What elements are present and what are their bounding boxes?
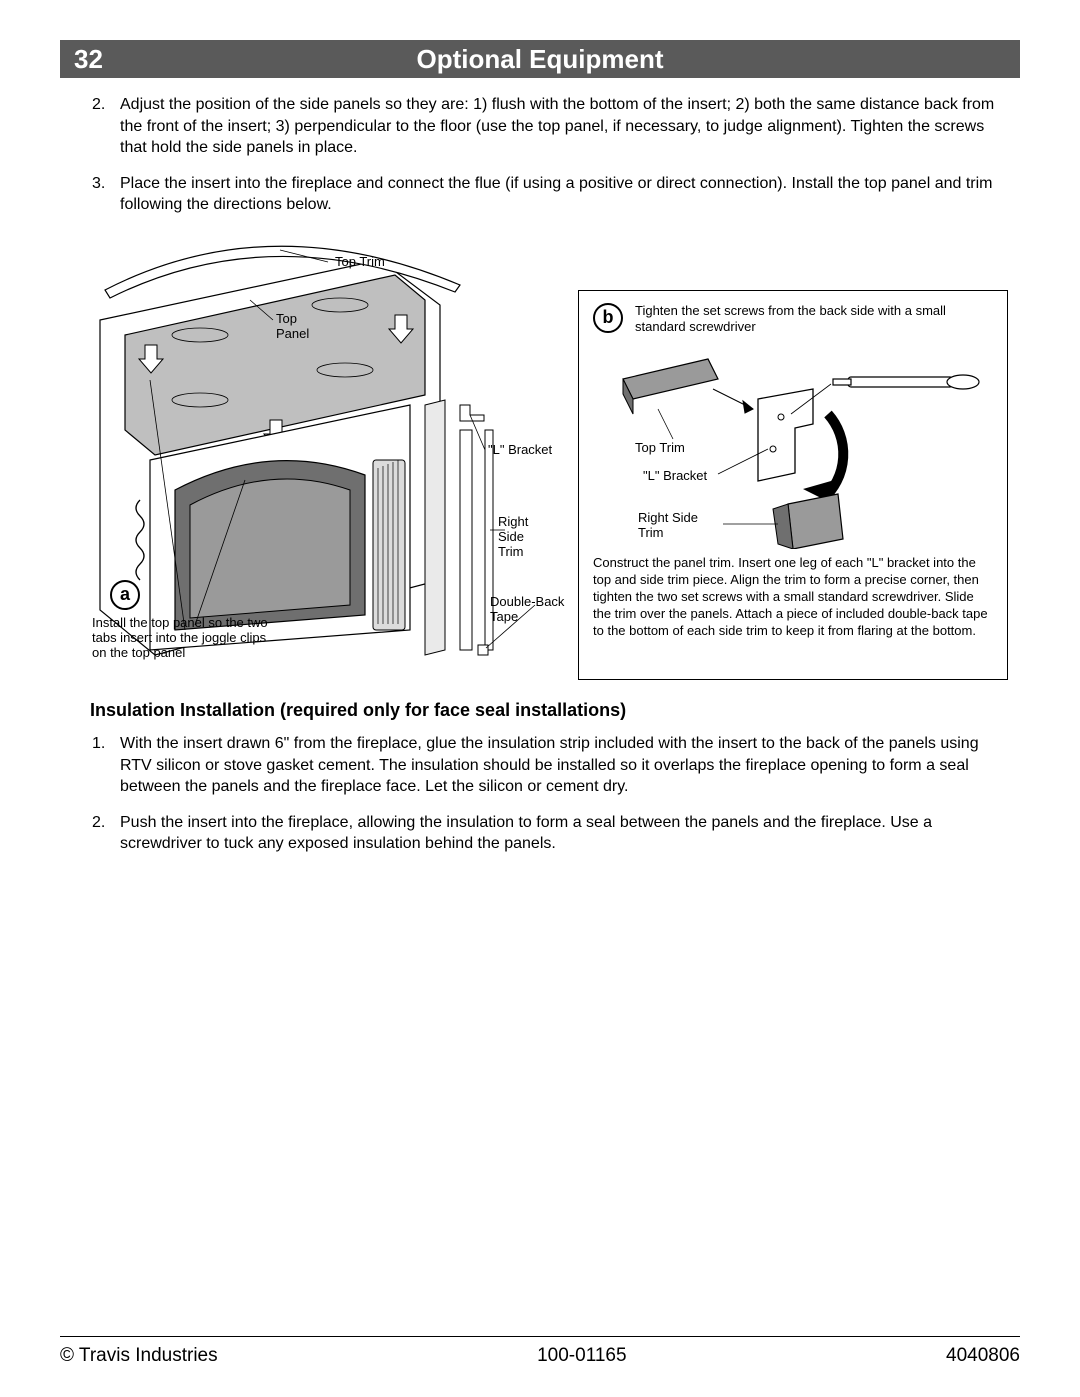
b-label-top-trim: Top Trim — [635, 441, 685, 456]
b-label-right-side-trim: Right Side Trim — [638, 511, 698, 541]
callout-b-icon: b — [593, 303, 623, 333]
diagram-b-body: Construct the panel trim. Insert one leg… — [593, 555, 993, 639]
footer-left: © Travis Industries — [60, 1345, 218, 1367]
step-num: 1. — [92, 733, 105, 755]
label-l-bracket: "L" Bracket — [488, 443, 552, 458]
step-num: 2. — [92, 812, 105, 834]
page-number: 32 — [74, 44, 134, 75]
callout-a-icon: a — [110, 580, 140, 610]
step-num: 3. — [92, 173, 105, 195]
callout-b-text: Tighten the set screws from the back sid… — [635, 303, 993, 336]
footer-right: 4040806 — [946, 1345, 1020, 1367]
label-top-trim: Top Trim — [335, 255, 385, 270]
step-2: 2. Adjust the position of the side panel… — [120, 94, 1010, 159]
diagram-b-svg-wrap: Top Trim "L" Bracket Right Side Trim — [593, 339, 993, 549]
steps-top: 2. Adjust the position of the side panel… — [60, 94, 1020, 216]
footer-mid: 100-01165 — [537, 1345, 626, 1367]
step-text: Place the insert into the fireplace and … — [120, 175, 993, 214]
step-text: Push the insert into the fireplace, allo… — [120, 814, 932, 853]
callout-a-text: Install the top panel so the two tabs in… — [92, 616, 277, 661]
diagram-b-head: b Tighten the set screws from the back s… — [593, 303, 993, 336]
step-text: Adjust the position of the side panels s… — [120, 96, 994, 156]
step-b2: 2. Push the insert into the fireplace, a… — [120, 812, 1010, 855]
step-text: With the insert drawn 6" from the firepl… — [120, 735, 979, 795]
b-label-l-bracket: "L" Bracket — [643, 469, 707, 484]
diagram-a: Top Trim Top Panel "L" Bracket Right Sid… — [90, 230, 560, 670]
label-right-side-trim: Right Side Trim — [498, 515, 528, 560]
step-num: 2. — [92, 94, 105, 116]
step-3: 3. Place the insert into the fireplace a… — [120, 173, 1010, 216]
step-b1: 1. With the insert drawn 6" from the fir… — [120, 733, 1010, 798]
page-footer: © Travis Industries 100-01165 4040806 — [60, 1336, 1020, 1367]
label-top-panel: Top Panel — [276, 312, 309, 342]
sub-heading: Insulation Installation (required only f… — [90, 700, 1020, 721]
page-header: 32 Optional Equipment — [60, 40, 1020, 78]
diagram-b: b Tighten the set screws from the back s… — [578, 290, 1008, 680]
label-double-back-tape: Double-Back Tape — [490, 595, 564, 625]
diagram-row: Top Trim Top Panel "L" Bracket Right Sid… — [90, 230, 1020, 680]
page-title: Optional Equipment — [134, 44, 1006, 75]
steps-bottom: 1. With the insert drawn 6" from the fir… — [60, 733, 1020, 855]
